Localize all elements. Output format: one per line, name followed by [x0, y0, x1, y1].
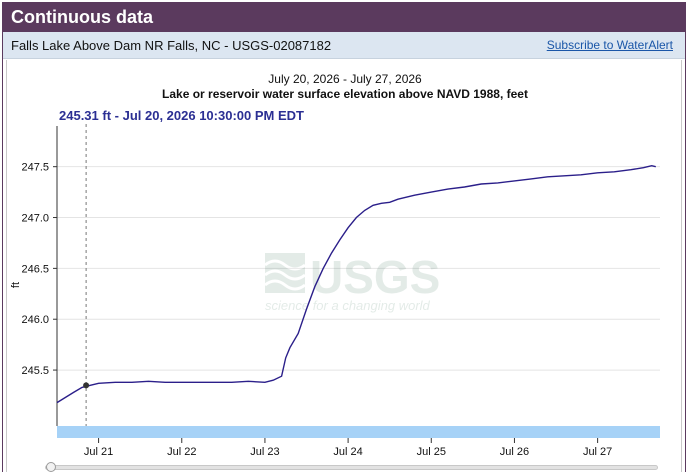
y-tick-label: 246.0 [21, 314, 49, 326]
y-axis-ticks: 245.5 246.0 246.5 247.0 247.5 [21, 162, 57, 377]
x-tick-label: Jul 23 [250, 446, 279, 458]
x-tick-label: Jul 21 [84, 446, 113, 458]
x-tick-label: Jul 27 [583, 446, 612, 458]
y-tick-label: 247.0 [21, 213, 49, 225]
time-slider-track[interactable] [45, 465, 658, 470]
subscribe-wateralert-link[interactable]: Subscribe to WaterAlert [546, 38, 673, 52]
time-slider-handle[interactable] [46, 462, 56, 472]
grid-lines [57, 166, 660, 371]
x-tick-label: Jul 24 [333, 446, 362, 458]
elevation-series-line [56, 164, 656, 404]
usgs-watermark: USGS science for a changing world [264, 251, 440, 313]
x-tick-label: Jul 25 [417, 446, 446, 458]
date-range-label: July 20, 2026 - July 27, 2026 [268, 72, 422, 86]
tooltip-readout: 245.31 ft - Jul 20, 2026 10:30:00 PM EDT [59, 108, 304, 123]
page-title: Continuous data [11, 7, 153, 27]
hydrograph-chart[interactable]: July 20, 2026 - July 27, 2026 Lake or re… [7, 60, 683, 472]
y-tick-label: 245.5 [21, 365, 49, 377]
x-tick-label: Jul 22 [167, 446, 196, 458]
usgs-tagline: science for a changing world [265, 298, 431, 313]
x-tick-label: Jul 26 [500, 446, 529, 458]
y-axis-label: ft [10, 282, 22, 288]
site-name: Falls Lake Above Dam NR Falls, NC - USGS… [11, 38, 332, 53]
title-bar: Continuous data [3, 3, 685, 32]
y-tick-label: 246.5 [21, 263, 49, 275]
chart-subtitle: Lake or reservoir water surface elevatio… [162, 87, 528, 101]
cursor-marker [83, 382, 90, 389]
chart-panel: July 20, 2026 - July 27, 2026 Lake or re… [6, 60, 682, 472]
x-axis-ticks: Jul 21 Jul 22 Jul 23 Jul 24 Jul 25 Jul 26 Jul … [84, 438, 612, 458]
usgs-wave-icon [264, 253, 306, 293]
y-tick-label: 247.5 [21, 162, 49, 174]
site-bar: Falls Lake Above Dam NR Falls, NC - USGS… [3, 32, 685, 59]
usgs-logo-text: USGS [310, 251, 440, 303]
brush-bar[interactable] [57, 426, 660, 438]
